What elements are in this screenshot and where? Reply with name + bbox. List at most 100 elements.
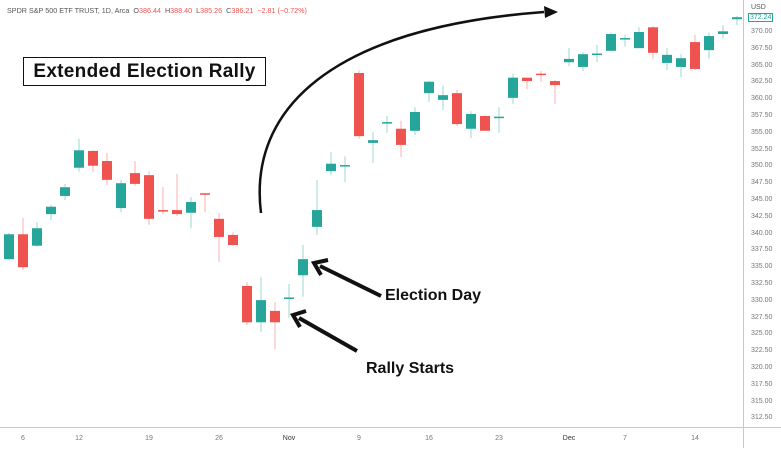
open-label: O bbox=[133, 6, 139, 15]
candle-body bbox=[256, 300, 266, 323]
candle-body bbox=[718, 31, 728, 35]
candle bbox=[116, 179, 126, 213]
candle-body bbox=[130, 173, 140, 184]
y-tick-label: 360.00 bbox=[751, 95, 773, 103]
candle-body bbox=[60, 187, 70, 196]
candle bbox=[186, 197, 196, 229]
candle-body bbox=[200, 193, 210, 195]
election-day-label: Election Day bbox=[385, 287, 482, 304]
rally-arrow bbox=[258, 6, 558, 214]
candle bbox=[312, 179, 322, 235]
y-tick-label: 355.00 bbox=[751, 128, 773, 136]
candle bbox=[550, 79, 560, 104]
last-price-badge: 372.24 bbox=[748, 13, 774, 22]
candle bbox=[172, 173, 182, 217]
candle-body bbox=[270, 310, 280, 323]
candle-body bbox=[340, 165, 350, 167]
candle bbox=[508, 73, 518, 104]
candle-body bbox=[298, 259, 308, 276]
candle-body bbox=[144, 175, 154, 219]
symbol-name: SPDR S&P 500 ETF TRUST, 1D, Arca bbox=[7, 6, 130, 15]
rally-arrowhead-icon bbox=[544, 6, 558, 18]
rally-curve bbox=[258, 10, 545, 214]
x-tick-label: 14 bbox=[691, 435, 699, 442]
candle bbox=[158, 187, 168, 215]
candle-body bbox=[648, 27, 658, 53]
candle bbox=[732, 15, 742, 26]
candle-body bbox=[452, 93, 462, 125]
candle-body bbox=[704, 36, 714, 51]
candle bbox=[578, 52, 588, 71]
close-value: 386.21 bbox=[231, 6, 254, 15]
candle-body bbox=[662, 54, 672, 63]
candle bbox=[424, 81, 434, 102]
candle bbox=[592, 44, 602, 63]
candle-body bbox=[228, 234, 238, 246]
candle-body bbox=[396, 128, 406, 145]
candle bbox=[648, 25, 658, 59]
y-tick-label: 357.50 bbox=[751, 112, 773, 119]
candle-body bbox=[172, 210, 182, 215]
candle bbox=[606, 32, 616, 51]
y-tick-label: 335.00 bbox=[751, 263, 773, 271]
candle-body bbox=[102, 161, 112, 180]
y-tick-label: 347.50 bbox=[751, 179, 773, 187]
candle-body bbox=[732, 17, 742, 20]
rally-starts-arrow bbox=[290, 309, 358, 353]
candle bbox=[32, 222, 42, 248]
y-tick-label: 315.00 bbox=[751, 397, 773, 405]
candle-body bbox=[424, 81, 434, 94]
candle-body bbox=[564, 58, 574, 63]
candle-body bbox=[634, 32, 644, 49]
candle bbox=[522, 77, 532, 90]
candle-body bbox=[74, 150, 84, 168]
candle bbox=[326, 152, 336, 176]
x-tick-label: Nov bbox=[282, 435, 296, 442]
currency-label: USD bbox=[751, 4, 766, 11]
y-tick-label: 337.50 bbox=[751, 246, 773, 254]
y-tick-label: 325.00 bbox=[751, 330, 773, 338]
candle-body bbox=[32, 228, 42, 246]
low-label: L bbox=[196, 6, 201, 15]
candle bbox=[396, 120, 406, 157]
candle-body bbox=[676, 58, 686, 67]
x-tick-label: 12 bbox=[75, 435, 83, 442]
candle-body bbox=[326, 163, 336, 172]
x-tick-label: 16 bbox=[425, 435, 433, 442]
candle bbox=[662, 48, 672, 71]
y-tick-label: 322.50 bbox=[751, 347, 773, 355]
candle-body bbox=[438, 95, 448, 100]
high-label: H bbox=[164, 6, 171, 15]
y-tick-label: 345.00 bbox=[751, 196, 773, 203]
candle-body bbox=[410, 111, 420, 131]
candle bbox=[382, 116, 392, 133]
candle-body bbox=[88, 150, 98, 166]
candle-body bbox=[466, 113, 476, 129]
y-tick-label: 330.00 bbox=[751, 296, 773, 304]
candle-body bbox=[382, 122, 392, 124]
candle bbox=[368, 132, 378, 164]
candle bbox=[256, 277, 266, 332]
candle bbox=[4, 232, 14, 261]
open-value: 386.44 bbox=[138, 6, 161, 15]
y-tick-label: 362.50 bbox=[751, 78, 773, 86]
x-tick-label: 6 bbox=[21, 435, 25, 442]
candle bbox=[102, 152, 112, 186]
candle bbox=[494, 107, 504, 133]
candle-body bbox=[354, 72, 364, 137]
candles-group bbox=[4, 15, 742, 350]
candle bbox=[438, 85, 448, 110]
candle-body bbox=[480, 116, 490, 131]
candle bbox=[704, 32, 714, 59]
candle-body bbox=[494, 116, 504, 119]
candle bbox=[410, 107, 420, 135]
candle bbox=[228, 232, 238, 246]
candle bbox=[60, 183, 70, 200]
candle-body bbox=[186, 202, 196, 213]
candle-body bbox=[606, 34, 616, 51]
election-day-arrow bbox=[310, 258, 382, 298]
candle bbox=[466, 111, 476, 139]
candle bbox=[18, 218, 28, 270]
x-tick-label: 9 bbox=[357, 435, 361, 442]
